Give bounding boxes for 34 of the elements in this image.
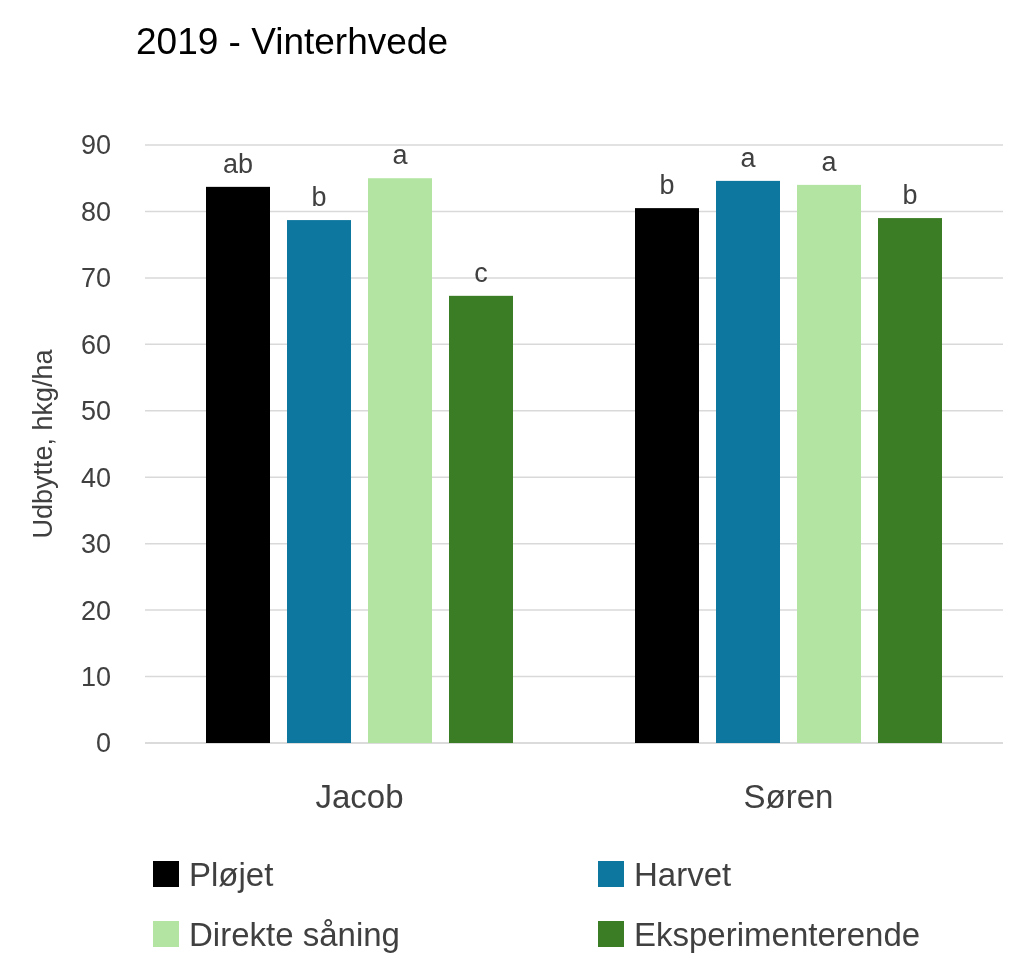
data-label: b [311, 182, 327, 213]
bar [368, 178, 432, 743]
y-tick-label: 20 [80, 595, 111, 626]
legend-label: Harvet [634, 855, 732, 893]
x-tick-label: Søren [743, 778, 834, 815]
bar [716, 180, 780, 743]
y-tick-label: 70 [80, 263, 111, 294]
bar [797, 184, 861, 743]
x-tick-label: Jacob [315, 778, 404, 815]
data-label: b [902, 180, 918, 211]
data-label: b [659, 170, 675, 201]
y-tick-label: 40 [80, 462, 111, 493]
legend-label: Eksperimenterende [634, 915, 921, 953]
data-label: c [474, 257, 488, 288]
bar [449, 295, 513, 743]
data-label: a [821, 146, 838, 177]
y-tick-label: 90 [80, 130, 111, 161]
y-tick-label: 10 [80, 662, 111, 693]
y-tick-label: 0 [95, 728, 111, 759]
y-tick-label: 80 [80, 196, 111, 227]
bar [287, 220, 351, 743]
bar [878, 218, 942, 743]
y-tick-label: 60 [80, 329, 111, 360]
legend-label: Pløjet [189, 855, 274, 893]
chart-title: 2019 - Vinterhvede [136, 21, 448, 62]
bar [206, 186, 270, 743]
data-label: a [740, 142, 757, 173]
data-label: ab [222, 148, 254, 179]
y-tick-label: 30 [80, 529, 111, 560]
y-axis-title: Udbytte, hkg/ha [28, 348, 58, 539]
data-label: a [392, 140, 409, 171]
legend-label: Direkte såning [189, 915, 400, 953]
y-tick-label: 50 [80, 396, 111, 427]
bar [635, 208, 699, 743]
